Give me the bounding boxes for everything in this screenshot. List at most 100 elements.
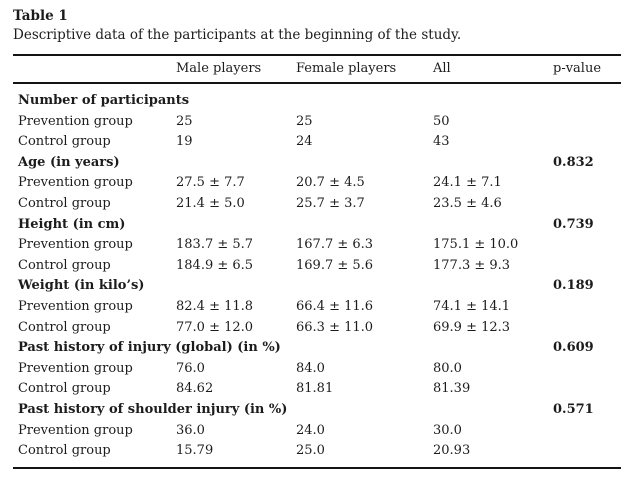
cell-female — [296, 83, 433, 112]
column-header-empty — [13, 55, 176, 84]
row-label: Control group — [18, 257, 111, 273]
data-row-control-group: Control group 84.62 81.81 81.39 — [13, 379, 621, 400]
cell-male: 21.4 ± 5.0 — [176, 195, 245, 211]
row-label: Past history of injury (global) (in %) — [18, 340, 281, 356]
cell-pvalue: 0.609 — [553, 340, 594, 356]
table-header-row: Male players Female players All p-value — [13, 55, 621, 84]
cell-male: 84.62 — [176, 381, 214, 397]
cell-pvalue — [553, 421, 621, 442]
cell-female: 25.7 ± 3.7 — [296, 195, 365, 211]
cell-male — [176, 153, 296, 174]
data-row-prevention-group: Prevention group 82.4 ± 11.8 66.4 ± 11.6… — [13, 297, 621, 318]
table-caption-block: Table 1 Descriptive data of the particip… — [13, 7, 621, 45]
cell-pvalue — [553, 112, 621, 133]
cell-male: 25 — [176, 113, 193, 129]
cell-male — [176, 276, 296, 297]
data-row-control-group: Control group 77.0 ± 12.0 66.3 ± 11.0 69… — [13, 318, 621, 339]
cell-all: 69.9 ± 12.3 — [433, 319, 511, 335]
cell-all — [433, 153, 553, 174]
cell-female: 25 — [296, 113, 313, 129]
row-label: Prevention group — [18, 113, 133, 129]
data-row-control-group: Control group 184.9 ± 6.5 169.7 ± 5.6 17… — [13, 256, 621, 277]
cell-female — [296, 215, 433, 236]
section-row-weight: Weight (in kilo’s) 0.189 — [13, 276, 621, 297]
cell-all — [433, 338, 553, 359]
cell-female: 66.3 ± 11.0 — [296, 319, 374, 335]
row-label: Prevention group — [18, 298, 133, 314]
section-row-past-injury-global: Past history of injury (global) (in %) 0… — [13, 338, 621, 359]
cell-pvalue — [553, 379, 621, 400]
cell-all: 20.93 — [433, 443, 471, 459]
section-row-age: Age (in years) 0.832 — [13, 153, 621, 174]
cell-all — [433, 400, 553, 421]
cell-female: 24 — [296, 134, 313, 150]
cell-female: 167.7 ± 6.3 — [296, 237, 374, 253]
cell-all: 30.0 — [433, 422, 462, 438]
table-number-label: Table 1 — [13, 8, 68, 24]
cell-female: 84.0 — [296, 360, 325, 376]
cell-male — [176, 83, 296, 112]
cell-all: 80.0 — [433, 360, 462, 376]
cell-all: 23.5 ± 4.6 — [433, 195, 502, 211]
cell-pvalue — [553, 441, 621, 468]
row-label: Age (in years) — [18, 154, 120, 170]
row-label: Number of participants — [18, 93, 190, 108]
cell-all: 50 — [433, 113, 450, 129]
row-label: Control group — [18, 381, 111, 397]
column-header-female-players: Female players — [296, 55, 433, 84]
cell-all: 24.1 ± 7.1 — [433, 175, 502, 191]
row-label: Prevention group — [18, 360, 133, 376]
cell-pvalue — [553, 318, 621, 339]
cell-all: 175.1 ± 10.0 — [433, 237, 519, 253]
cell-pvalue: 0.832 — [553, 154, 594, 170]
cell-male — [176, 215, 296, 236]
cell-pvalue — [553, 173, 621, 194]
row-label: Control group — [18, 443, 111, 459]
cell-male: 76.0 — [176, 360, 205, 376]
column-header-male-players: Male players — [176, 55, 296, 84]
cell-female: 20.7 ± 4.5 — [296, 175, 365, 191]
data-row-control-group: Control group 21.4 ± 5.0 25.7 ± 3.7 23.5… — [13, 194, 621, 215]
data-row-prevention-group: Prevention group 183.7 ± 5.7 167.7 ± 6.3… — [13, 235, 621, 256]
cell-male: 184.9 ± 6.5 — [176, 257, 254, 273]
data-row-prevention-group: Prevention group 25 25 50 — [13, 112, 621, 133]
row-label: Prevention group — [18, 175, 133, 191]
cell-male: 19 — [176, 134, 193, 150]
cell-male: 183.7 ± 5.7 — [176, 237, 254, 253]
column-header-all: All — [433, 55, 553, 84]
data-row-control-group: Control group 19 24 43 — [13, 132, 621, 153]
row-label: Weight (in kilo’s) — [18, 278, 145, 294]
cell-female — [296, 400, 433, 421]
cell-female: 169.7 ± 5.6 — [296, 257, 374, 273]
cell-female: 81.81 — [296, 381, 334, 397]
section-row-number-of-participants: Number of participants — [13, 83, 621, 112]
descriptive-data-table: Male players Female players All p-value … — [13, 54, 621, 469]
cell-male: 77.0 ± 12.0 — [176, 319, 254, 335]
cell-female — [296, 276, 433, 297]
cell-female: 24.0 — [296, 422, 325, 438]
cell-all: 74.1 ± 14.1 — [433, 298, 511, 314]
column-header-p-value: p-value — [553, 55, 621, 84]
row-label: Prevention group — [18, 422, 133, 438]
data-row-prevention-group: Prevention group 76.0 84.0 80.0 — [13, 359, 621, 380]
row-label: Control group — [18, 134, 111, 150]
cell-male: 15.79 — [176, 443, 214, 459]
table-caption-text: Descriptive data of the participants at … — [13, 27, 462, 43]
cell-male: 36.0 — [176, 422, 205, 438]
data-row-control-group: Control group 15.79 25.0 20.93 — [13, 441, 621, 468]
section-row-height: Height (in cm) 0.739 — [13, 215, 621, 236]
row-label: Control group — [18, 319, 111, 335]
row-label: Height (in cm) — [18, 216, 126, 232]
cell-pvalue — [553, 194, 621, 215]
cell-male: 82.4 ± 11.8 — [176, 298, 254, 314]
row-label: Prevention group — [18, 237, 133, 253]
cell-pvalue — [553, 235, 621, 256]
cell-pvalue — [553, 359, 621, 380]
row-label: Control group — [18, 195, 111, 211]
cell-all: 177.3 ± 9.3 — [433, 257, 511, 273]
data-row-prevention-group: Prevention group 27.5 ± 7.7 20.7 ± 4.5 2… — [13, 173, 621, 194]
cell-all — [433, 83, 553, 112]
row-label: Past history of shoulder injury (in %) — [18, 401, 288, 417]
section-row-past-shoulder-injury: Past history of shoulder injury (in %) 0… — [13, 400, 621, 421]
data-row-prevention-group: Prevention group 36.0 24.0 30.0 — [13, 421, 621, 442]
